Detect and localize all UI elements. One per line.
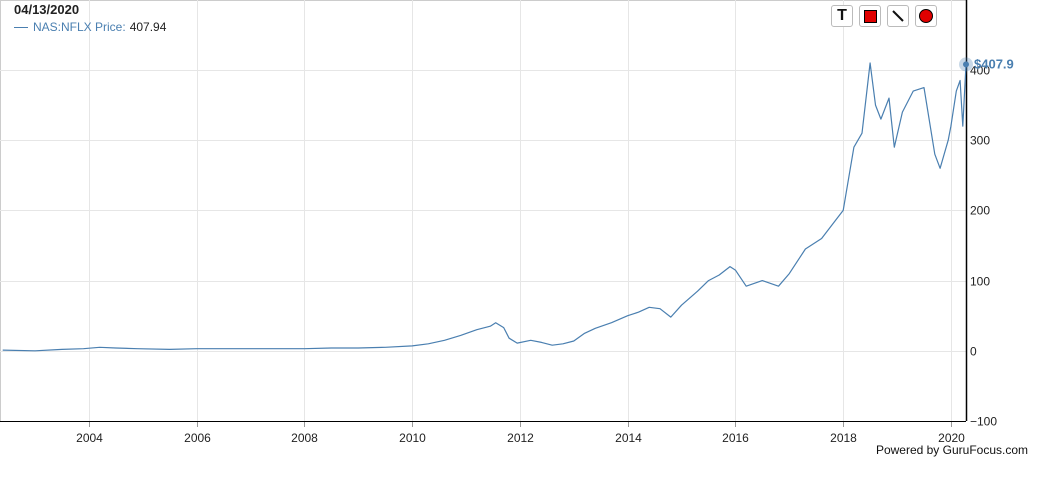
last-value-dot[interactable] xyxy=(963,61,969,68)
drawing-toolbar: T xyxy=(831,5,937,27)
rectangle-tool-icon xyxy=(863,9,877,23)
grid xyxy=(0,0,966,422)
series-layer xyxy=(2,62,967,352)
x-tick-label: 2016 xyxy=(722,431,749,445)
circle-tool-button[interactable] xyxy=(915,5,937,27)
legend-series-name: NAS:NFLX Price: xyxy=(33,20,126,34)
text-tool-button[interactable]: T xyxy=(831,5,853,27)
y-tick-label: 200 xyxy=(970,204,990,218)
x-tick-label: 2012 xyxy=(507,431,534,445)
axes: −100 0 100 200 300 400 2004 2006 2008 2010 2012 201… xyxy=(0,0,997,445)
credit-text[interactable]: Powered by GuruFocus.com xyxy=(875,443,1028,457)
last-value-marker: $407.9 xyxy=(959,56,1014,72)
line-tool-button[interactable] xyxy=(887,5,909,27)
y-tick-label: 300 xyxy=(970,134,990,148)
header-date: 04/13/2020 xyxy=(14,2,80,17)
legend[interactable]: NAS:NFLX Price: 407.94 xyxy=(14,20,166,34)
x-tick-label: 2014 xyxy=(615,431,642,445)
y-tick-label: −100 xyxy=(970,415,997,429)
rectangle-tool-button[interactable] xyxy=(859,5,881,27)
y-tick-label: 0 xyxy=(970,345,977,359)
x-tick-label: 2020 xyxy=(938,431,965,445)
legend-series-value: 407.94 xyxy=(129,20,167,34)
x-tick-label: 2008 xyxy=(291,431,318,445)
circle-tool-icon xyxy=(919,9,933,23)
x-tick-label: 2004 xyxy=(76,431,103,445)
series-line[interactable] xyxy=(2,62,967,352)
x-tick-label: 2006 xyxy=(184,431,211,445)
line-tool-icon xyxy=(892,10,904,22)
y-tick-label: 100 xyxy=(970,275,990,289)
y-tick-label: 400 xyxy=(970,64,990,78)
text-tool-icon: T xyxy=(837,7,847,24)
x-tick-label: 2018 xyxy=(830,431,857,445)
x-tick-label: 2010 xyxy=(399,431,426,445)
last-value-label: $407.9 xyxy=(974,56,1014,71)
legend-swatch xyxy=(14,26,28,28)
